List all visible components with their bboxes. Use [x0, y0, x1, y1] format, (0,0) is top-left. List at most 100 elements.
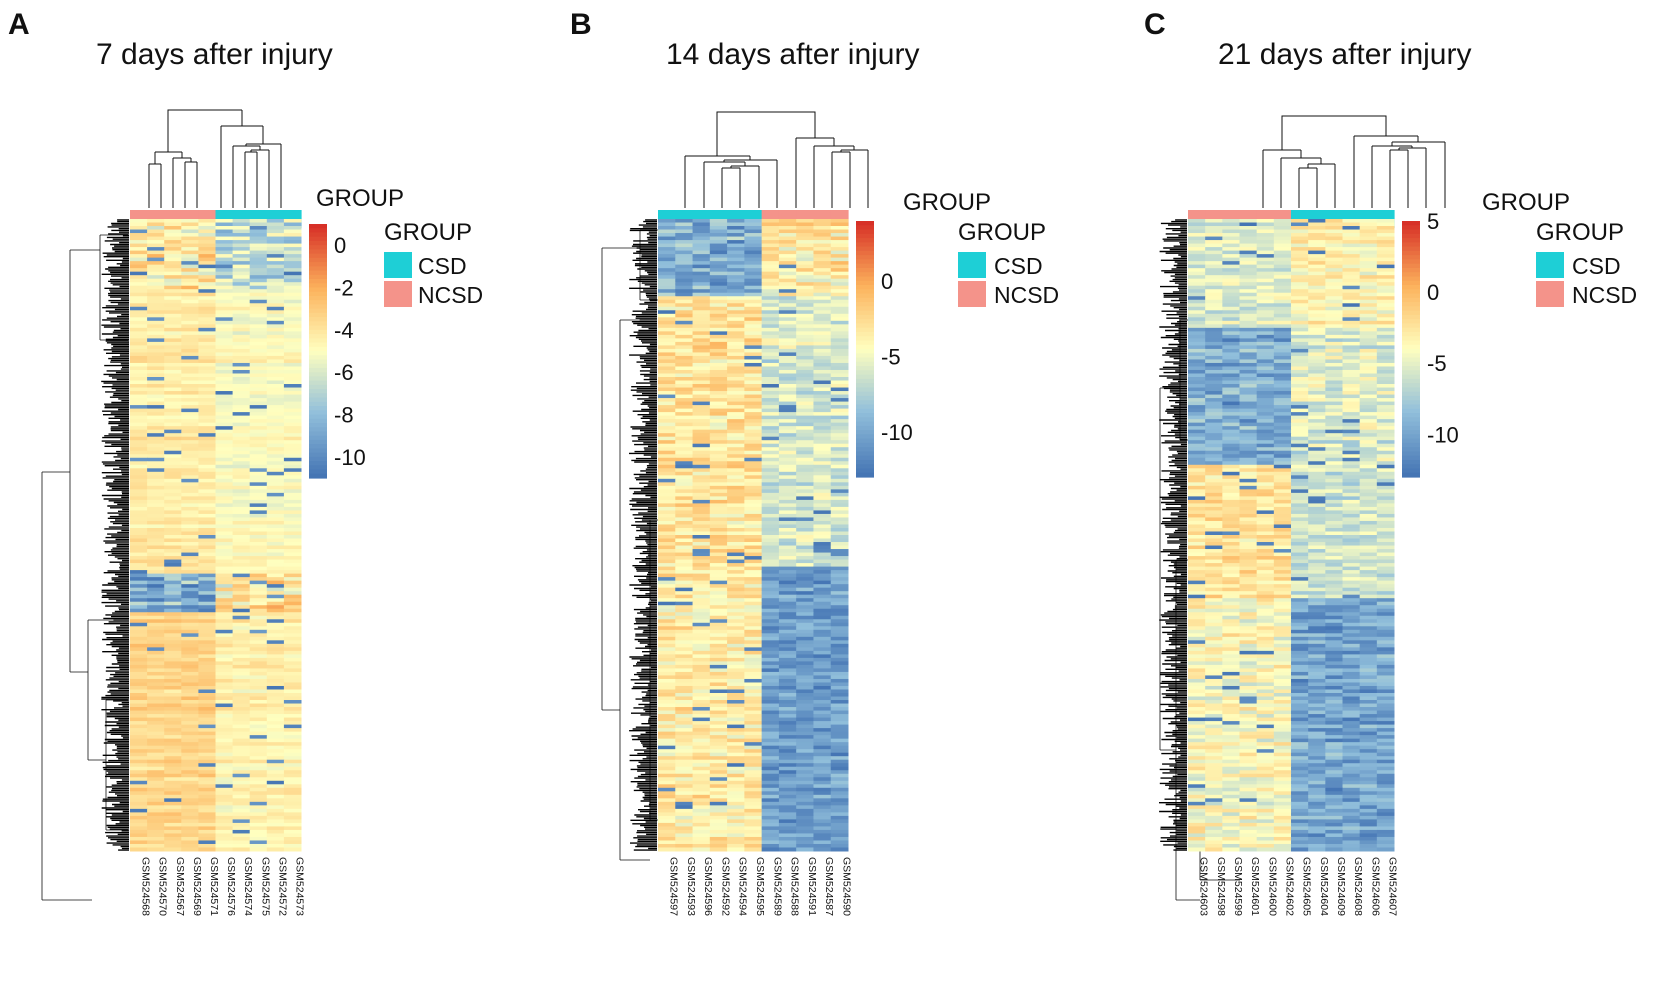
- heatmap-cell: [181, 682, 199, 687]
- heatmap-cell: [164, 454, 182, 459]
- heatmap-cell: [1205, 278, 1223, 283]
- heatmap-cell: [778, 700, 797, 705]
- heatmap-cell: [761, 833, 780, 838]
- heatmap-cell: [266, 468, 285, 473]
- heatmap-cell: [232, 408, 251, 413]
- heatmap-cell: [709, 264, 728, 269]
- heatmap-cell: [709, 538, 728, 543]
- heatmap-cell: [164, 577, 182, 582]
- heatmap-cell: [813, 478, 832, 483]
- heatmap-cell: [727, 612, 745, 617]
- heatmap-cell: [1239, 341, 1258, 346]
- heatmap-cell: [283, 327, 302, 332]
- heatmap-cell: [692, 464, 711, 469]
- heatmap-cell: [813, 563, 832, 568]
- heatmap-cell: [727, 282, 745, 287]
- heatmap-cell: [147, 334, 165, 339]
- heatmap-cell: [1308, 229, 1326, 234]
- heatmap-cell: [181, 629, 199, 634]
- heatmap-cell: [830, 703, 849, 708]
- heatmap-cell: [658, 306, 676, 311]
- heatmap-cell: [675, 461, 694, 466]
- heatmap-cell: [215, 577, 234, 582]
- heatmap-cell: [1342, 345, 1361, 350]
- heatmap-cell: [761, 615, 780, 620]
- heatmap-cell: [283, 338, 302, 343]
- heatmap-cell: [813, 721, 832, 726]
- heatmap-cell: [249, 643, 268, 648]
- heatmap-cell: [692, 766, 711, 771]
- heatmap-cell: [215, 422, 234, 427]
- heatmap-cell: [692, 457, 711, 462]
- heatmap-cell: [761, 752, 780, 757]
- heatmap-cell: [266, 226, 285, 231]
- heatmap-cell: [130, 299, 148, 304]
- heatmap-cell: [1359, 408, 1378, 413]
- heatmap-cell: [198, 742, 216, 747]
- heatmap-cell: [796, 735, 814, 740]
- heatmap-cell: [232, 570, 251, 575]
- heatmap-cell: [744, 345, 763, 350]
- heatmap-cell: [1376, 345, 1395, 350]
- sample-label: GSM524576: [225, 857, 237, 916]
- heatmap-cell: [744, 745, 763, 750]
- heatmap-cell: [1308, 310, 1326, 315]
- heatmap-cell: [778, 503, 797, 508]
- heatmap-cell: [215, 728, 234, 733]
- heatmap-cell: [1359, 282, 1378, 287]
- heatmap-cell: [744, 798, 763, 803]
- heatmap-cell: [164, 531, 182, 536]
- heatmap-cell: [830, 485, 849, 490]
- heatmap-cell: [164, 492, 182, 497]
- colorbar-step: [856, 323, 874, 329]
- heatmap-cell: [147, 222, 165, 227]
- heatmap-cell: [283, 454, 302, 459]
- heatmap-cell: [1325, 282, 1343, 287]
- heatmap-cell: [1188, 366, 1206, 371]
- heatmap-cell: [658, 570, 676, 575]
- heatmap-cell: [692, 422, 711, 427]
- heatmap-cell: [744, 454, 763, 459]
- heatmap-cell: [164, 671, 182, 676]
- heatmap-cell: [1205, 355, 1223, 360]
- heatmap-cell: [1239, 352, 1258, 357]
- heatmap-cell: [658, 682, 676, 687]
- heatmap-cell: [249, 605, 268, 610]
- heatmap-cell: [1342, 489, 1361, 494]
- heatmap-cell: [181, 331, 199, 336]
- heatmap-cell: [266, 563, 285, 568]
- heatmap-cell: [813, 517, 832, 522]
- heatmap-cell: [164, 657, 182, 662]
- heatmap-cell: [266, 598, 285, 603]
- heatmap-cell: [813, 377, 832, 382]
- heatmap-cell: [675, 822, 694, 827]
- heatmap-cell: [778, 461, 797, 466]
- heatmap-cell: [675, 338, 694, 343]
- heatmap-cell: [778, 499, 797, 504]
- heatmap-cell: [215, 696, 234, 701]
- heatmap-cell: [164, 700, 182, 705]
- heatmap-cell: [215, 338, 234, 343]
- heatmap-cell: [1273, 422, 1292, 427]
- heatmap-cell: [830, 387, 849, 392]
- heatmap-cell: [249, 766, 268, 771]
- heatmap-cell: [830, 408, 849, 413]
- heatmap-cell: [181, 573, 199, 578]
- heatmap-cell: [727, 219, 745, 224]
- heatmap-cell: [232, 517, 251, 522]
- heatmap-cell: [778, 742, 797, 747]
- heatmap-cell: [283, 643, 302, 648]
- heatmap-cell: [778, 661, 797, 666]
- heatmap-cell: [727, 633, 745, 638]
- heatmap-cell: [215, 812, 234, 817]
- heatmap-cell: [198, 440, 216, 445]
- heatmap-cell: [249, 633, 268, 638]
- heatmap-cell: [232, 520, 251, 525]
- colorbar-step: [309, 397, 327, 403]
- heatmap-cell: [778, 728, 797, 733]
- heatmap-cell: [249, 359, 268, 364]
- heatmap-cell: [198, 826, 216, 831]
- heatmap-cell: [813, 419, 832, 424]
- heatmap-cell: [181, 485, 199, 490]
- heatmap-cell: [1188, 436, 1206, 441]
